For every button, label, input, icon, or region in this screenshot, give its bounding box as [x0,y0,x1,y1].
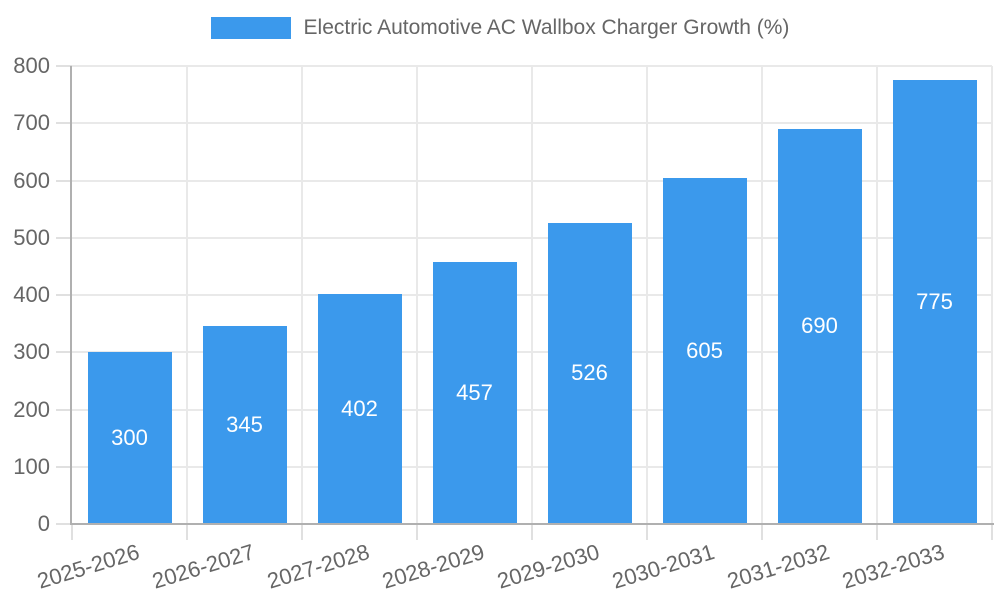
bar-2031-2032[interactable] [777,128,862,524]
bar-2032-2033[interactable] [892,80,977,524]
x-axis-tick [876,524,878,540]
bar-2030-2031[interactable] [662,177,747,524]
legend[interactable]: Electric Automotive AC Wallbox Charger G… [0,16,1000,40]
y-axis-tick-label: 100 [13,453,50,479]
x-axis-tick [531,524,533,540]
y-axis-tick [56,523,72,525]
x-axis-category-label: 2029-2030 [494,539,603,594]
bar-2025-2026[interactable] [87,352,172,524]
x-axis-line [70,523,994,525]
y-axis-tick [56,236,72,239]
x-axis-category-label: 2027-2028 [264,539,373,594]
x-axis-tick [646,524,648,540]
gridline-vertical [416,66,418,524]
x-axis-category-label: 2026-2027 [149,539,258,594]
bar-2028-2029[interactable] [432,262,517,524]
y-axis-tick [56,122,72,125]
gridline-vertical [761,66,763,524]
y-axis-tick-label: 200 [13,396,50,422]
x-axis-category-label: 2032-2033 [839,539,948,594]
x-axis-tick [71,524,73,540]
gridline-vertical [876,66,878,524]
x-axis-tick [991,524,993,540]
gridline-vertical [991,66,993,524]
y-axis-tick [56,294,72,296]
y-axis-tick [56,179,72,182]
x-axis-tick [761,524,763,540]
bar-2027-2028[interactable] [317,293,402,524]
y-axis-tick-label: 300 [13,339,50,365]
y-axis-tick-label: 400 [13,282,50,307]
legend-swatch-icon [210,17,291,39]
y-axis-tick-label: 800 [13,53,50,78]
gridline-vertical [186,66,188,524]
x-axis-category-label: 2025-2026 [34,539,143,594]
gridline-vertical [301,66,303,524]
y-axis-tick [56,65,72,67]
y-axis-tick-label: 600 [13,167,50,193]
y-axis-tick [56,351,72,354]
y-axis-tick-label: 0 [37,511,50,536]
gridline-vertical [646,66,648,524]
x-axis-tick [416,524,418,540]
bar-2026-2027[interactable] [202,326,287,524]
y-axis-tick-label: 500 [13,224,50,250]
x-axis-tick [186,524,188,540]
x-axis-category-label: 2030-2031 [609,539,718,594]
legend-label: Electric Automotive AC Wallbox Charger G… [303,16,790,39]
y-axis-line [70,66,72,524]
gridline-vertical [531,66,533,524]
y-axis-tick [56,465,72,468]
x-axis-category-label: 2028-2029 [379,539,488,594]
bar-2029-2030[interactable] [547,222,632,524]
x-axis-tick [301,524,303,540]
y-axis-tick-label: 700 [13,110,50,136]
x-axis-category-label: 2031-2032 [724,539,833,594]
y-axis-tick [56,408,72,411]
